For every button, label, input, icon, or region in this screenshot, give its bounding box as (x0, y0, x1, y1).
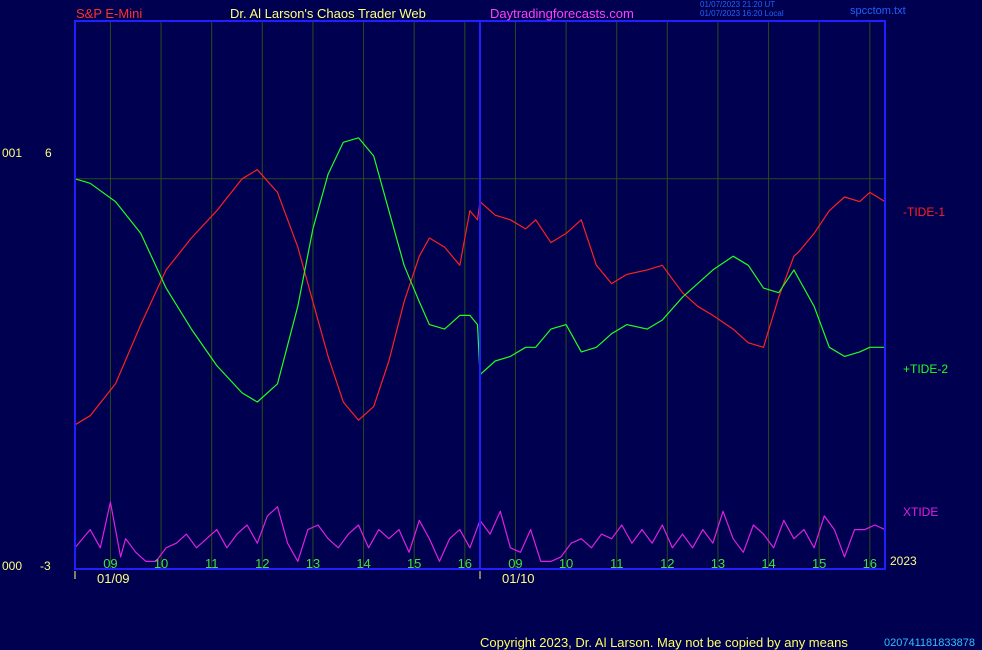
day-tick-label: 01/09 (97, 571, 130, 586)
tide1-line (74, 169, 886, 426)
hour-tick-label: 14 (761, 556, 775, 571)
hour-tick-label: 11 (205, 556, 219, 571)
hour-tick-label: 09 (103, 556, 117, 571)
legend-tide1: -TIDE-1 (903, 205, 945, 219)
hour-tick-label: 10 (559, 556, 573, 571)
hour-tick-label: 15 (407, 556, 421, 571)
hour-tick-label: 10 (154, 556, 168, 571)
year-label: 2023 (890, 554, 917, 568)
hour-tick-label: 13 (306, 556, 320, 571)
legend-xtide: XTIDE (903, 505, 939, 519)
filename-label: spcctom.txt (850, 5, 906, 17)
hour-tick-label: 15 (812, 556, 826, 571)
hour-tick-label: 09 (508, 556, 522, 571)
y-top-value: 6 (45, 146, 52, 160)
timestamp-local: 01/07/2023 16:20 Local (700, 9, 784, 18)
footer-code: 020741181833878 (884, 637, 975, 649)
day-tick-label: 01/10 (502, 571, 535, 586)
timestamp-ut: 01/07/2023 21:20 UT (700, 0, 776, 9)
legend-tide2: +TIDE-2 (903, 362, 949, 376)
hour-tick-label: 16 (863, 556, 877, 571)
y-bottom-value: -3 (40, 559, 51, 573)
x-axis-labels: 09 10 11 12 13 14 15 16 09 10 11 12 13 14 15 16 01/09 01/… (74, 556, 877, 586)
hour-tick-label: 14 (356, 556, 370, 571)
hour-tick-label: 13 (711, 556, 725, 571)
hour-tick-label: 12 (660, 556, 674, 571)
y-top-prefix: 001 (2, 146, 23, 160)
instrument-label: S&P E-Mini (76, 6, 143, 21)
chart-title: Dr. Al Larson's Chaos Trader Web (230, 6, 426, 21)
y-bottom-prefix: 000 (2, 559, 23, 573)
copyright-notice: Copyright 2023, Dr. Al Larson. May not b… (480, 635, 848, 650)
hour-tick-label: 16 (458, 556, 472, 571)
hour-tick-label: 11 (610, 556, 624, 571)
tide2-line (74, 137, 885, 403)
hour-tick-label: 12 (255, 556, 269, 571)
frame (74, 20, 886, 570)
site-label[interactable]: Daytradingforecasts.com (490, 6, 634, 21)
